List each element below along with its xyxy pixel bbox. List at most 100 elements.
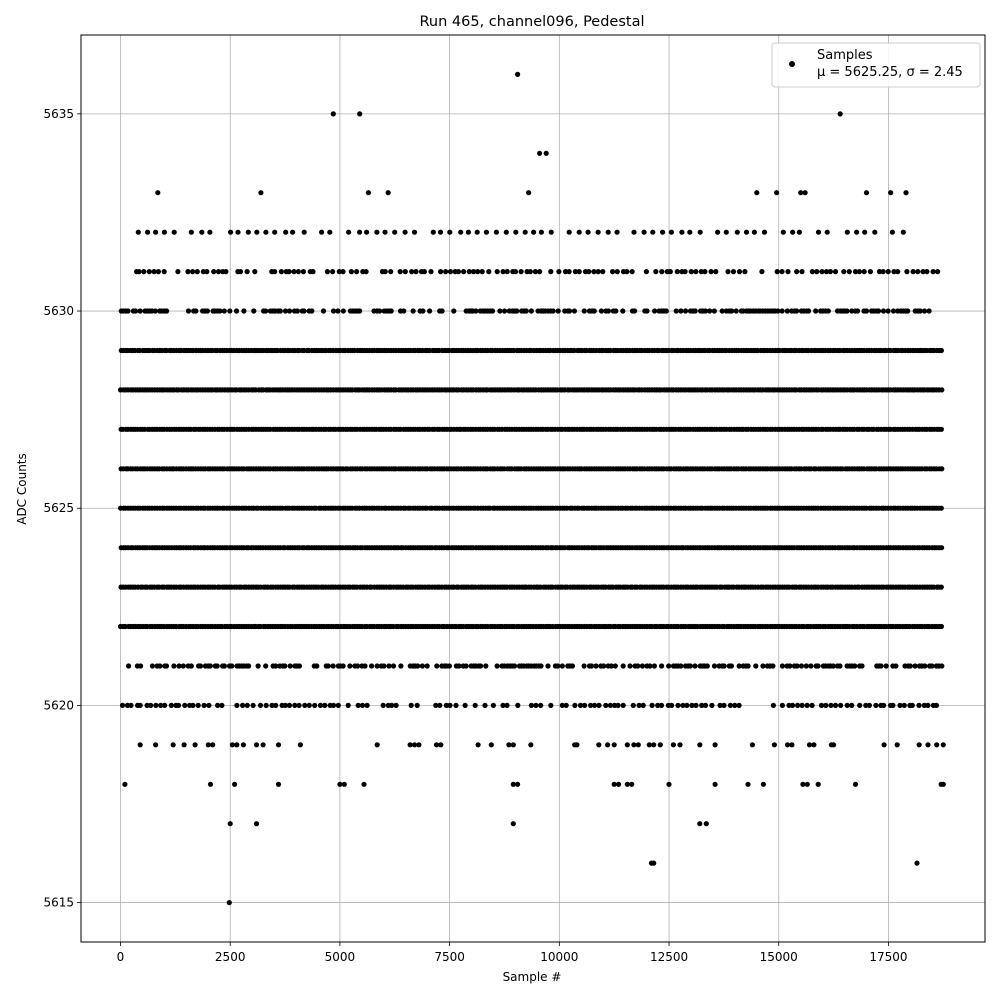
legend-stats-mu: μ = 5625.25, bbox=[817, 65, 906, 80]
sample-point bbox=[803, 663, 809, 669]
sample-point bbox=[479, 269, 485, 275]
sample-point bbox=[924, 269, 930, 275]
sample-point bbox=[844, 229, 850, 235]
sample-point bbox=[474, 229, 480, 235]
sample-point bbox=[749, 742, 756, 748]
sample-point bbox=[458, 229, 464, 235]
sample-point bbox=[152, 308, 158, 314]
sample-point bbox=[703, 821, 709, 827]
sample-point bbox=[483, 229, 489, 235]
sample-point bbox=[895, 269, 901, 275]
sample-point bbox=[310, 269, 316, 275]
x-tick-label: 2500 bbox=[215, 950, 246, 964]
sample-point bbox=[446, 663, 452, 669]
sample-point bbox=[341, 781, 347, 787]
sample-point bbox=[451, 308, 457, 314]
sample-point bbox=[938, 623, 945, 630]
sample-point bbox=[428, 269, 434, 275]
sample-point bbox=[894, 742, 900, 748]
sample-point bbox=[482, 702, 488, 709]
sample-point bbox=[411, 229, 418, 235]
sample-point bbox=[297, 742, 303, 748]
sample-point bbox=[697, 821, 703, 827]
sample-point bbox=[785, 269, 791, 275]
sample-point bbox=[939, 663, 945, 669]
sample-point bbox=[790, 229, 796, 235]
sample-point bbox=[743, 229, 750, 235]
sample-point bbox=[161, 269, 167, 275]
sample-point bbox=[653, 269, 659, 275]
sample-point bbox=[629, 781, 635, 787]
sample-point bbox=[533, 702, 539, 709]
sample-point bbox=[852, 663, 858, 669]
sample-point bbox=[494, 663, 500, 669]
sample-point bbox=[837, 111, 843, 117]
sample-point bbox=[613, 308, 619, 314]
sample-point bbox=[555, 308, 561, 314]
chart-title: Run 465, channel096, Pedestal bbox=[419, 14, 644, 30]
sample-point bbox=[263, 308, 269, 314]
sample-point bbox=[438, 742, 444, 748]
sample-point bbox=[715, 229, 721, 235]
sample-point bbox=[538, 663, 544, 669]
sample-point bbox=[881, 742, 887, 748]
sample-point bbox=[723, 229, 729, 235]
sample-point bbox=[660, 229, 666, 235]
sample-point bbox=[235, 229, 241, 235]
sample-point bbox=[296, 702, 302, 709]
sample-point bbox=[771, 742, 778, 748]
sample-point bbox=[667, 269, 673, 275]
sample-point bbox=[501, 308, 508, 314]
sample-point bbox=[420, 308, 426, 314]
sample-point bbox=[849, 702, 855, 709]
sample-point bbox=[207, 663, 213, 669]
sample-point bbox=[668, 229, 675, 235]
sample-point bbox=[515, 702, 521, 709]
sample-point bbox=[510, 742, 516, 748]
sample-point bbox=[736, 663, 742, 669]
sample-point bbox=[789, 702, 796, 709]
sample-point bbox=[294, 308, 300, 314]
sample-point bbox=[753, 663, 759, 669]
sample-point bbox=[574, 742, 580, 748]
sample-point bbox=[361, 781, 367, 787]
sample-point bbox=[528, 308, 535, 314]
sample-point bbox=[702, 702, 709, 709]
sample-point bbox=[455, 269, 462, 275]
sample-point bbox=[252, 269, 258, 275]
sample-point bbox=[170, 742, 176, 748]
sample-point bbox=[244, 269, 250, 275]
sample-point bbox=[647, 663, 653, 669]
sample-point bbox=[153, 742, 159, 748]
sample-point bbox=[182, 702, 188, 709]
sample-point bbox=[789, 742, 795, 748]
sample-point bbox=[486, 269, 492, 275]
legend-stats: μ = 5625.25, σ = 2.45 bbox=[817, 65, 963, 80]
sample-point bbox=[794, 269, 800, 275]
sample-point bbox=[830, 663, 836, 669]
sample-point bbox=[624, 742, 630, 748]
sample-point bbox=[804, 781, 810, 787]
sample-point bbox=[463, 663, 469, 669]
sample-point bbox=[475, 742, 481, 748]
sample-point bbox=[357, 111, 363, 117]
sample-point bbox=[282, 663, 288, 669]
sample-point bbox=[678, 308, 684, 314]
sample-point bbox=[922, 663, 928, 669]
sample-point bbox=[643, 269, 650, 275]
sample-point bbox=[938, 584, 944, 590]
sample-point bbox=[233, 308, 240, 314]
sample-point bbox=[684, 702, 690, 709]
sample-point bbox=[889, 229, 896, 235]
sample-point bbox=[692, 663, 698, 669]
sample-point bbox=[904, 269, 910, 275]
sample-point bbox=[232, 781, 238, 787]
sample-point bbox=[596, 702, 602, 709]
sample-point bbox=[137, 308, 143, 314]
sample-point bbox=[456, 663, 462, 669]
sample-point bbox=[330, 111, 336, 117]
sample-point bbox=[933, 702, 940, 709]
sample-point bbox=[122, 781, 128, 787]
sample-point bbox=[598, 308, 605, 314]
sample-point bbox=[443, 269, 449, 275]
